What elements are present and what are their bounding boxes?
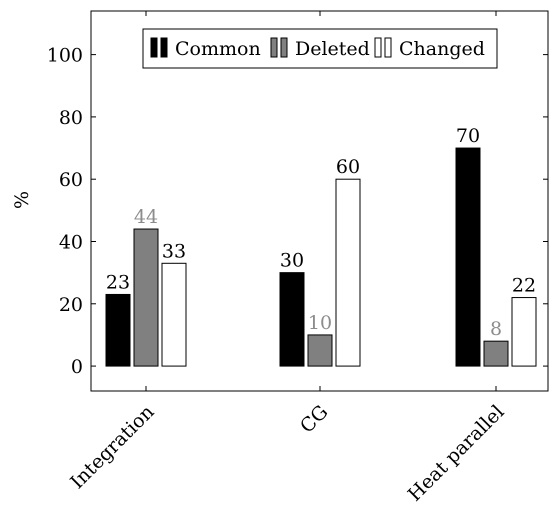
legend-label: Changed [399, 38, 485, 60]
legend-swatch [280, 37, 288, 58]
data-label-common: 70 [456, 125, 480, 147]
data-label-changed: 33 [162, 240, 186, 262]
data-label-changed: 22 [512, 275, 536, 297]
legend-swatch [384, 37, 392, 58]
data-label-deleted: 8 [490, 318, 502, 340]
y-tick-label: 20 [59, 294, 83, 316]
y-tick-label: 100 [47, 45, 83, 67]
bar-deleted [307, 334, 333, 367]
bar-changed [511, 297, 537, 367]
bar-changed [335, 178, 361, 367]
bar-deleted [483, 340, 509, 367]
bar-changed [161, 262, 187, 367]
y-tick-label: 40 [59, 231, 83, 253]
bar-deleted [133, 228, 159, 367]
bar-common [455, 147, 481, 367]
y-tick-label: 80 [59, 107, 83, 129]
legend: Common Deleted Changed [142, 28, 498, 69]
data-label-deleted: 44 [134, 206, 158, 228]
y-axis-label: % [11, 191, 33, 209]
x-tick-label: Integration [66, 401, 158, 493]
data-labels: 23 30 70 44 10 8 33 60 22 [106, 125, 536, 340]
x-tick-label: CG [296, 401, 333, 438]
legend-swatch [270, 37, 278, 58]
y-tick-label: 60 [59, 169, 83, 191]
y-axis-ticks: 0 20 40 60 80 100 [47, 45, 548, 378]
legend-swatch [160, 37, 168, 58]
bar-marks [105, 147, 537, 367]
bar-common [279, 272, 305, 367]
legend-box [142, 28, 498, 69]
legend-label: Common [175, 38, 261, 60]
data-label-changed: 60 [336, 156, 360, 178]
legend-swatch [150, 37, 158, 58]
y-tick-label: 0 [71, 356, 83, 378]
x-tick-label: Heat parallel [404, 401, 509, 506]
legend-label: Deleted [295, 38, 370, 60]
data-label-deleted: 10 [308, 312, 332, 334]
data-label-common: 23 [106, 271, 130, 293]
data-label-common: 30 [280, 250, 304, 272]
legend-swatch [374, 37, 382, 58]
bar-common [105, 293, 131, 367]
